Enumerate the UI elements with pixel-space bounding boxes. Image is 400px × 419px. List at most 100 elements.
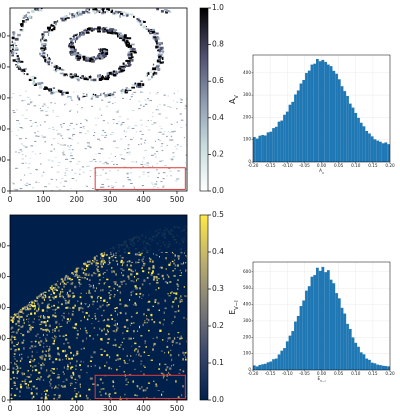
texture (71, 53, 76, 56)
texture (33, 302, 36, 305)
texture (40, 340, 43, 343)
texture (65, 354, 67, 358)
texture (61, 291, 64, 293)
texture (120, 259, 123, 262)
texture (50, 102, 53, 104)
texture (109, 297, 111, 300)
texture (120, 123, 123, 125)
texture (116, 147, 120, 149)
texture (37, 341, 40, 344)
texture (89, 399, 91, 400)
texture (97, 138, 100, 140)
texture (18, 22, 22, 24)
texture (148, 78, 152, 81)
bar (362, 126, 366, 162)
texture (150, 146, 153, 148)
texture (89, 335, 91, 337)
texture (81, 75, 85, 78)
texture (71, 399, 73, 400)
texture (37, 298, 39, 299)
texture (74, 57, 78, 60)
texture (13, 42, 17, 45)
texture (158, 368, 161, 370)
texture (60, 278, 63, 281)
texture (74, 270, 76, 273)
texture (113, 29, 118, 32)
texture (16, 370, 20, 372)
bar (368, 359, 371, 370)
texture (82, 57, 85, 61)
texture (128, 260, 131, 263)
texture (54, 330, 57, 332)
texture (130, 273, 133, 276)
texture (186, 350, 187, 353)
texture (33, 304, 36, 308)
texture (141, 92, 144, 94)
texture (37, 377, 40, 380)
texture (168, 295, 171, 297)
texture (15, 52, 18, 55)
texture (154, 32, 159, 35)
texture (149, 258, 152, 261)
texture (19, 23, 22, 26)
texture (21, 26, 24, 28)
texture (159, 104, 161, 106)
texture (32, 395, 35, 398)
texture (179, 145, 182, 147)
texture (152, 266, 155, 269)
axis-label: AV (228, 95, 240, 104)
texture (70, 376, 73, 379)
texture (27, 96, 30, 98)
texture (88, 284, 91, 286)
texture (142, 389, 145, 392)
texture (87, 261, 90, 263)
texture (65, 357, 67, 360)
texture (26, 182, 29, 184)
texture (74, 274, 77, 276)
texture (69, 52, 71, 54)
texture (66, 17, 70, 19)
texture (130, 294, 132, 296)
texture (164, 117, 168, 119)
texture (72, 135, 74, 137)
texture (112, 186, 115, 188)
bar (272, 359, 275, 370)
texture (180, 263, 183, 265)
texture (41, 35, 43, 38)
texture (63, 144, 66, 146)
texture (42, 364, 45, 366)
bar (258, 364, 262, 370)
texture (31, 300, 33, 303)
bar (376, 140, 380, 162)
texture (53, 397, 56, 400)
texture (82, 272, 85, 274)
texture (98, 57, 101, 59)
texture (42, 53, 46, 56)
texture (77, 36, 81, 38)
texture (83, 315, 85, 319)
texture (127, 144, 130, 146)
bar (280, 350, 284, 370)
texture (19, 95, 22, 97)
texture (121, 90, 123, 92)
texture (63, 298, 66, 300)
texture (119, 12, 124, 15)
texture (121, 341, 123, 343)
texture (141, 259, 143, 261)
texture (142, 166, 144, 168)
texture (57, 387, 59, 389)
texture (78, 281, 81, 284)
texture (127, 179, 130, 181)
texture (102, 276, 104, 278)
texture (92, 93, 95, 97)
texture (44, 358, 46, 361)
texture (35, 82, 37, 84)
texture (41, 135, 43, 137)
texture (20, 353, 23, 355)
texture (149, 283, 151, 285)
texture (30, 392, 33, 395)
bar (354, 342, 358, 370)
texture (22, 325, 24, 328)
texture (135, 348, 138, 350)
texture (55, 385, 57, 387)
